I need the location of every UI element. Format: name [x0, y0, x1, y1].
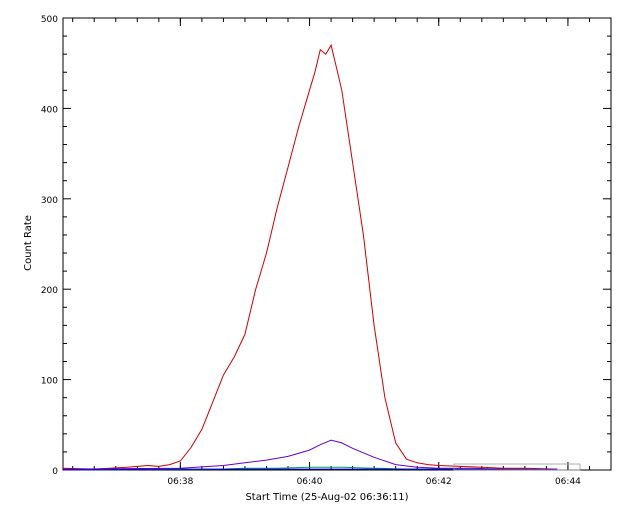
y-axis-label: Count Rate [23, 215, 34, 271]
y-tick-label: 400 [41, 105, 58, 115]
y-tick-label: 0 [52, 467, 58, 477]
x-axis-label: Start Time (25-Aug-02 06:36:11) [245, 492, 408, 503]
plot-frame [62, 17, 612, 471]
y-tick-label: 100 [41, 377, 58, 387]
series-line-2 [62, 439, 558, 470]
x-tick-label: 06:40 [297, 477, 323, 487]
x-tick-label: 06:42 [426, 477, 452, 487]
background-interval-marker [453, 463, 581, 471]
x-tick-label: 06:44 [555, 477, 581, 487]
y-tick-label: 500 [41, 15, 58, 25]
y-axis: 0 100 200 300 400 500 [41, 15, 611, 477]
y-tick-label: 200 [41, 286, 58, 296]
y-tick-label: 300 [41, 196, 58, 206]
series-layer [62, 43, 558, 471]
x-tick-label: 06:38 [167, 477, 193, 487]
series-line-1 [62, 43, 558, 470]
series-line-4 [62, 468, 558, 471]
